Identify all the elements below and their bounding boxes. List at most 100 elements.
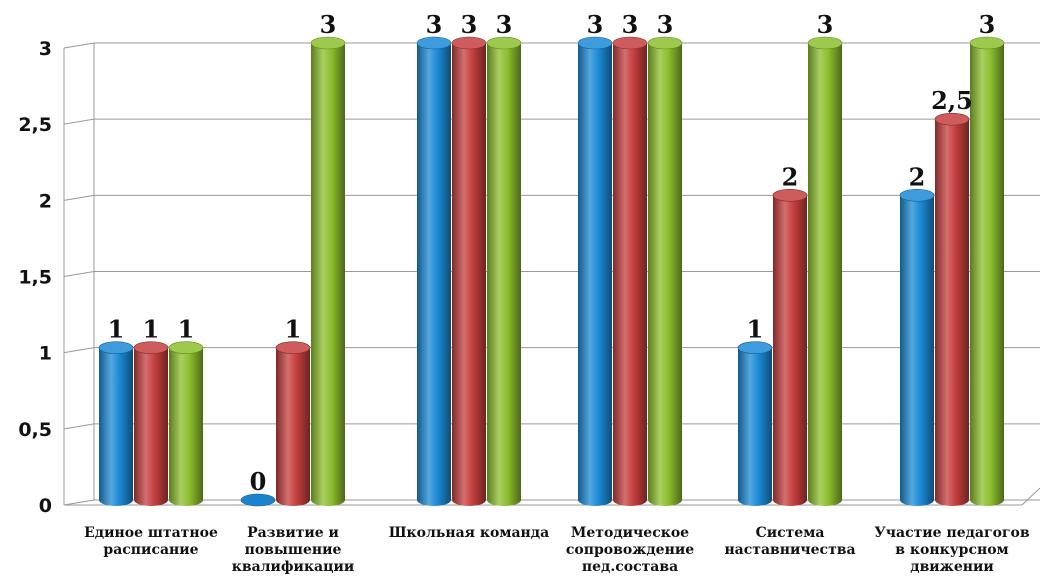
data-label: 2,5 (931, 86, 973, 115)
category-label-line: Методическое (571, 525, 689, 541)
category-label: Единое штатное расписание (84, 525, 218, 558)
bar-cap (772, 189, 808, 202)
bar-body (648, 43, 682, 506)
bar (737, 341, 773, 506)
data-label: 3 (979, 10, 996, 39)
bar-body (935, 119, 969, 507)
data-label: 2 (782, 162, 799, 191)
data-label: 1 (178, 315, 195, 344)
gridline-depth (63, 194, 95, 201)
category-label-line: пед.состава (582, 559, 678, 575)
bar-body (738, 347, 772, 506)
bar (807, 36, 843, 506)
y-tick-label: 2,5 (18, 114, 52, 136)
bar-body (773, 195, 807, 507)
data-label: 3 (426, 10, 443, 39)
bar-cap (577, 36, 613, 50)
bar-body (417, 43, 451, 506)
y-tick-label: 3 (39, 38, 52, 60)
bar (969, 36, 1005, 506)
y-tick-label: 0 (39, 495, 52, 517)
bar (612, 36, 648, 506)
data-label: 2 (909, 162, 926, 191)
bar-body (276, 347, 310, 506)
bar (240, 493, 276, 507)
y-tick-label: 1,5 (18, 267, 52, 289)
floor-right-edge (1021, 487, 1041, 506)
bar-body (487, 43, 521, 506)
bar-body (134, 347, 168, 506)
bar (133, 341, 169, 506)
bar-body (311, 43, 345, 506)
bar-cap (612, 36, 648, 50)
category-label: Школьная команда (389, 525, 549, 541)
bar-cap (486, 36, 522, 50)
bar-body (169, 347, 203, 506)
bar-cap (275, 341, 311, 354)
category-label-line: движении (910, 559, 994, 575)
data-label: 1 (108, 315, 125, 344)
bar-body (578, 43, 612, 506)
category-label: Система наставничества (724, 525, 855, 558)
x-axis-labels: Единое штатное расписание Развитие и повыше… (84, 525, 1030, 575)
bar-cap (934, 112, 970, 126)
bar-body (452, 43, 486, 506)
data-label: 1 (285, 315, 302, 344)
bar-body (99, 347, 133, 506)
category-label: Методическое сопровождение пед.состава (566, 525, 694, 575)
bar (451, 36, 487, 506)
data-label: 3 (496, 10, 513, 39)
bar (772, 189, 808, 507)
category-label: Развитие и повышение квалификации (232, 525, 354, 575)
bar-body (900, 195, 934, 507)
bar-cap (416, 36, 452, 50)
category-label-line: Система (756, 525, 825, 541)
bar-cap (737, 341, 773, 354)
data-label: 3 (657, 10, 674, 39)
bar (168, 341, 204, 506)
gridline-depth (63, 499, 95, 506)
bar-cap (647, 36, 683, 50)
data-label: 1 (143, 315, 160, 344)
y-tick-label: 2 (39, 190, 52, 212)
bar (934, 112, 970, 507)
category-label-line: наставничества (724, 542, 855, 558)
bar-body (970, 43, 1004, 506)
bars (98, 36, 1005, 507)
bar-body (808, 43, 842, 506)
gridline-depth (63, 118, 95, 125)
gridlines (63, 42, 1041, 506)
data-label: 3 (461, 10, 478, 39)
y-tick-label: 0,5 (18, 419, 52, 441)
gridline-depth (63, 271, 95, 277)
category-label-line: сопровождение (566, 542, 694, 558)
category-label-line: расписание (103, 542, 198, 558)
data-label: 3 (817, 10, 834, 39)
category-label-line: Единое штатное (84, 525, 218, 541)
data-label: 3 (587, 10, 604, 39)
gridline-depth (63, 347, 95, 354)
data-label: 3 (320, 10, 337, 39)
data-label: 3 (622, 10, 639, 39)
bar (577, 36, 613, 506)
category-label-line: Школьная команда (389, 525, 549, 541)
category-label-line: Развитие и (247, 525, 339, 541)
bar (416, 36, 452, 506)
bar (899, 189, 935, 507)
bar (486, 36, 522, 506)
gridline-depth (63, 42, 95, 49)
y-tick-label: 1 (39, 343, 52, 365)
category-label: Участие педагогов в конкурсном движении (874, 525, 1029, 575)
bar-cap (168, 341, 204, 354)
data-label: 0 (250, 467, 267, 496)
bar-cap (133, 341, 169, 354)
data-label: 1 (747, 315, 764, 344)
bar-cap (451, 36, 487, 50)
bar-cap (969, 36, 1005, 50)
bar-body (613, 43, 647, 506)
bar (98, 341, 134, 506)
y-axis: 0 0,5 1 1,5 2 2,5 3 (18, 38, 52, 517)
bar (310, 36, 346, 506)
